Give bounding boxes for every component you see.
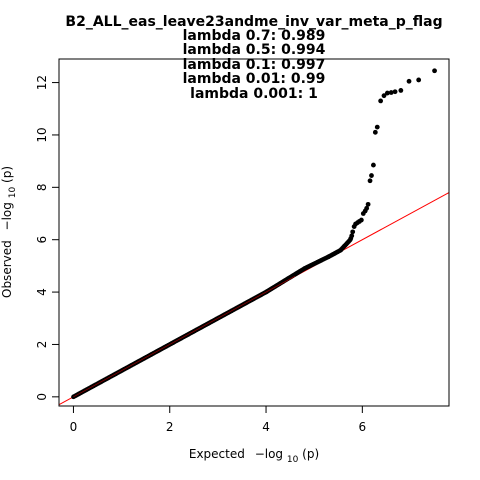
tail-point-20: [388, 90, 394, 95]
tail-point-25: [432, 68, 437, 74]
tail-points: [348, 68, 437, 241]
y-tick-label-4: 8: [35, 184, 49, 192]
y-axis-label-subscript: 10: [8, 187, 18, 199]
x-axis-label-subscript: 10: [287, 455, 299, 465]
title-line-4: lambda 0.01: 0.99: [183, 71, 326, 87]
tail-point-1: [349, 233, 355, 239]
x-axis: 0 2 4 6: [70, 405, 367, 434]
tail-point-14: [371, 162, 376, 168]
tail-point-13: [369, 173, 374, 178]
x-tick-label-0: 0: [70, 420, 78, 434]
tail-point-15: [372, 129, 378, 135]
x-axis-label-prefix: Expected: [189, 447, 245, 461]
x-tick-label-3: 6: [359, 420, 367, 434]
y-tick-label-6: 12: [35, 75, 49, 90]
x-tick-label-1: 2: [166, 420, 174, 434]
x-axis-label: Expected −log 10 (p): [189, 447, 319, 465]
chart-title: B2_ALL_eas_leave23andme_inv_var_meta_p_f…: [65, 14, 442, 102]
y-axis: 0 2 4 6 8 10 12: [35, 75, 60, 401]
tail-point-23: [406, 78, 412, 84]
tail-point-22: [398, 88, 404, 93]
reference-line-overlay: [73, 276, 296, 398]
x-axis-label-arg: (p): [302, 447, 319, 461]
title-line-0: B2_ALL_eas_leave23andme_inv_var_meta_p_f…: [65, 14, 442, 30]
tail-point-16: [374, 124, 380, 130]
y-axis-label: Observed −log 10 (p): [0, 166, 18, 298]
title-line-3: lambda 0.1: 0.997: [183, 57, 326, 73]
y-tick-label-5: 10: [35, 127, 49, 142]
y-tick-label-1: 2: [35, 341, 49, 349]
bulk-points-segment-4: [338, 237, 353, 253]
y-axis-label-minus-log: −log: [0, 202, 14, 230]
title-line-1: lambda 0.7: 0.989: [183, 28, 326, 44]
y-axis-label-arg: (p): [0, 166, 14, 183]
tail-point-19: [384, 90, 390, 96]
tail-point-21: [392, 89, 398, 95]
tail-point-17: [378, 98, 384, 104]
x-axis-label-minus-log: −log: [255, 447, 283, 461]
tail-point-2: [350, 229, 356, 235]
x-tick-label-2: 4: [262, 420, 270, 434]
y-tick-label-2: 4: [35, 288, 49, 296]
y-axis-label-prefix: Observed: [0, 240, 14, 298]
plot-area: [59, 68, 449, 406]
tail-point-11: [365, 201, 371, 207]
y-tick-label-3: 6: [35, 236, 49, 244]
tail-point-18: [381, 93, 387, 99]
tail-point-24: [416, 77, 422, 83]
y-tick-label-0: 0: [35, 393, 49, 401]
title-line-2: lambda 0.5: 0.994: [183, 42, 326, 58]
tail-point-7: [358, 217, 364, 223]
tail-point-10: [364, 205, 370, 211]
tail-point-12: [367, 178, 373, 184]
title-line-5: lambda 0.001: 1: [190, 86, 318, 102]
